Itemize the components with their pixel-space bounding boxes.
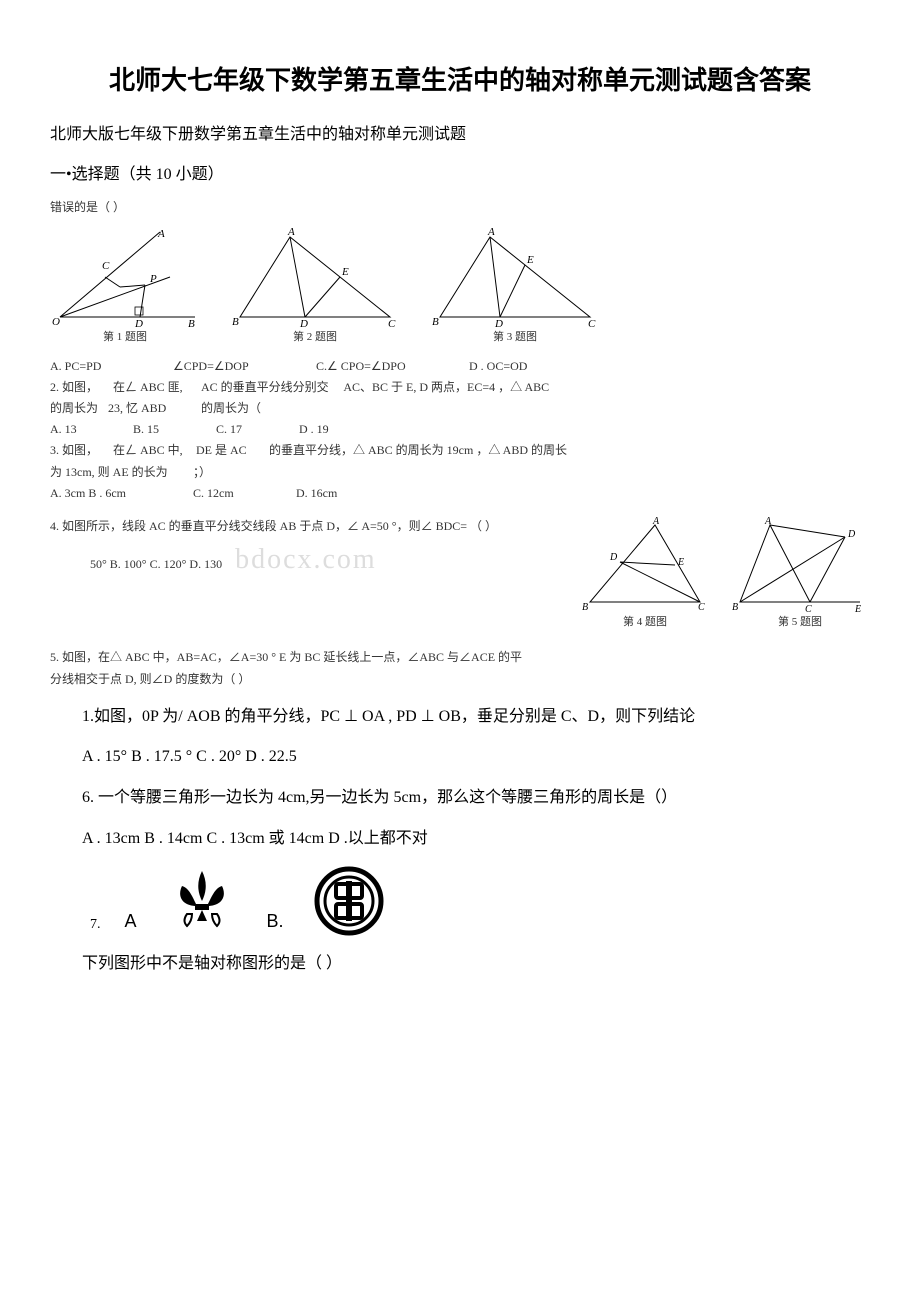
diagram-1-caption: 第 1 题图 bbox=[103, 329, 147, 347]
diagram-3-caption: 第 3 题图 bbox=[493, 329, 537, 347]
q4-block: A D E B C 第 4 题图 A D B C bbox=[50, 517, 870, 632]
svg-text:B: B bbox=[732, 602, 738, 612]
svg-text:B: B bbox=[582, 602, 588, 612]
error-text: 错误的是（ ） bbox=[50, 198, 870, 217]
section-header: 一•选择题（共 10 小题） bbox=[50, 162, 870, 188]
diagram-4: A D E B C 第 4 题图 bbox=[580, 517, 710, 632]
svg-text:A: A bbox=[287, 227, 295, 238]
diagram-4-caption: 第 4 题图 bbox=[623, 614, 667, 632]
diagram-3: A E B D C 第 3 题图 bbox=[430, 227, 600, 347]
diagram-2: A E B D C 第 2 题图 bbox=[230, 227, 400, 347]
icon-row: 7. A B. bbox=[90, 866, 870, 936]
q3-line1: 3. 如图， 在ㄥ ABC 中, DE 是 AC 的垂直平分线，△ ABC 的周… bbox=[50, 441, 870, 460]
q6-answers: A . 13cm B . 14cm C . 13cm 或 14cm D .以上都… bbox=[50, 826, 870, 852]
svg-text:C: C bbox=[805, 604, 812, 612]
diagram-2-caption: 第 2 题图 bbox=[293, 329, 337, 347]
q3-l2b: ；） bbox=[193, 465, 211, 479]
q2-line1: 2. 如图， 在ㄥ ABC 匪, AC 的垂直平分线分别交 AC、BC 于 E,… bbox=[50, 378, 870, 397]
q3-line2: 为 13cm, 则 AE 的长为 ；） bbox=[50, 463, 870, 482]
svg-text:D: D bbox=[494, 318, 503, 327]
q4-opts-text: 50° B. 100° C. 120° D. 130 bbox=[90, 557, 222, 571]
q3-l1a: 3. 如图， bbox=[50, 441, 110, 460]
svg-text:B: B bbox=[232, 316, 239, 327]
svg-text:C: C bbox=[388, 318, 396, 327]
diagram-row-2: A D E B C 第 4 题图 A D B C bbox=[580, 517, 870, 632]
q5-line2: 分线相交于点 D, 则∠D 的度数为（ ） bbox=[50, 670, 870, 689]
q1-options: A. PC=PD ∠CPD=∠DOP C.∠ CPO=∠DPO D . OC=O… bbox=[50, 357, 870, 376]
svg-text:D: D bbox=[847, 529, 856, 540]
svg-text:A: A bbox=[487, 227, 495, 238]
q1-answers: A . 15° B . 17.5 ° C . 20° D . 22.5 bbox=[50, 744, 870, 770]
diagram-1-svg: A C P O D B bbox=[50, 227, 200, 327]
svg-text:E: E bbox=[526, 254, 534, 266]
q2-ob: B. 15 bbox=[133, 420, 213, 439]
diagram-5-caption: 第 5 题图 bbox=[778, 614, 822, 632]
q6-content: 6. 一个等腰三角形一边长为 4cm,另一边长为 5cm，那么这个等腰三角形的周… bbox=[82, 789, 677, 806]
q2-l1a: 2. 如图， bbox=[50, 378, 110, 397]
opt1-d: D . OC=OD bbox=[469, 359, 527, 373]
document-subtitle: 北师大版七年级下册数学第五章生活中的轴对称单元测试题 bbox=[50, 122, 870, 148]
q2-line2: 的周长为 23, 忆 ABD 的周长为（ bbox=[50, 399, 870, 418]
q2-od: D . 19 bbox=[299, 422, 329, 436]
q2-options: A. 13 B. 15 C. 17 D . 19 bbox=[50, 420, 870, 439]
diagram-3-svg: A E B D C bbox=[430, 227, 600, 327]
diagram-5: A D B C E 第 5 题图 bbox=[730, 517, 870, 632]
q2-l1c: AC 的垂直平分线分别交 bbox=[201, 378, 341, 397]
opt1-c: C.∠ CPO=∠DPO bbox=[316, 357, 466, 376]
svg-text:D: D bbox=[134, 318, 143, 327]
watermark-text: bdocx.com bbox=[235, 544, 377, 575]
svg-text:P: P bbox=[149, 273, 157, 285]
q2-oc: C. 17 bbox=[216, 420, 296, 439]
q5-line1: 5. 如图，在△ ABC 中，AB=AC，∠A=30 ° E 为 BC 延长线上… bbox=[50, 648, 870, 667]
q3-l1b: 在ㄥ ABC 中, bbox=[113, 441, 193, 460]
svg-text:E: E bbox=[677, 557, 684, 568]
svg-text:E: E bbox=[854, 604, 861, 612]
q2-l2a: 的周长为 bbox=[50, 399, 105, 418]
svg-text:B: B bbox=[432, 316, 439, 327]
svg-text:D: D bbox=[299, 318, 308, 327]
q1-body: 1.如图，0P 为/ AOB 的角平分线，PC ⊥ OA , PD ⊥ OB，垂… bbox=[50, 704, 870, 730]
q3-od: D. 16cm bbox=[296, 486, 337, 500]
opt1-b: ∠CPD=∠DOP bbox=[173, 357, 313, 376]
fleur-de-lis-icon bbox=[167, 866, 237, 936]
diagram-5-svg: A D B C E bbox=[730, 517, 870, 612]
q3-l1d: 的垂直平分线，△ ABC 的周长为 19cm ，△ ABD 的周长 bbox=[269, 443, 567, 457]
opt1-a: A. PC=PD bbox=[50, 357, 170, 376]
q6-text: 6. 一个等腰三角形一边长为 4cm,另一边长为 5cm，那么这个等腰三角形的周… bbox=[50, 785, 870, 811]
q7-text: 下列图形中不是轴对称图形的是（ ） bbox=[50, 951, 870, 977]
svg-text:B: B bbox=[188, 318, 195, 327]
svg-text:C: C bbox=[102, 260, 110, 272]
svg-text:O: O bbox=[52, 316, 60, 327]
option-a-label: A bbox=[125, 907, 137, 936]
diagram-1: A C P O D B 第 1 题图 bbox=[50, 227, 200, 347]
icbc-logo-icon bbox=[314, 866, 384, 936]
svg-text:D: D bbox=[609, 552, 618, 563]
diagram-4-svg: A D E B C bbox=[580, 517, 710, 612]
q3-oc: C. 12cm bbox=[193, 484, 293, 503]
svg-text:C: C bbox=[698, 602, 705, 612]
q3-l2a: 为 13cm, 则 AE 的长为 bbox=[50, 463, 190, 482]
q3-oa: A. 3cm B . 6cm bbox=[50, 484, 190, 503]
q2-l1d: AC、BC 于 E, D 两点，EC=4 ，△ ABC bbox=[343, 380, 549, 394]
q3-options: A. 3cm B . 6cm C. 12cm D. 16cm bbox=[50, 484, 870, 503]
svg-text:A: A bbox=[157, 228, 165, 240]
document-title: 北师大七年级下数学第五章生活中的轴对称单元测试题含答案 bbox=[50, 60, 870, 102]
diagram-2-svg: A E B D C bbox=[230, 227, 400, 327]
q2-oa: A. 13 bbox=[50, 420, 130, 439]
option-b-label: B. bbox=[267, 907, 284, 936]
q7-number: 7. bbox=[90, 914, 101, 936]
diagram-row-1: A C P O D B 第 1 题图 A E B D C 第 2 题图 A E bbox=[50, 227, 870, 347]
svg-text:E: E bbox=[341, 266, 349, 278]
q2-l2b: 23, 忆 ABD bbox=[108, 399, 198, 418]
q3-l1c: DE 是 AC bbox=[196, 441, 266, 460]
q2-l1b: 在ㄥ ABC 匪, bbox=[113, 378, 198, 397]
svg-text:A: A bbox=[652, 517, 660, 527]
svg-text:C: C bbox=[588, 318, 596, 327]
q2-l2c: 的周长为（ bbox=[201, 401, 261, 415]
svg-text:A: A bbox=[764, 517, 772, 527]
